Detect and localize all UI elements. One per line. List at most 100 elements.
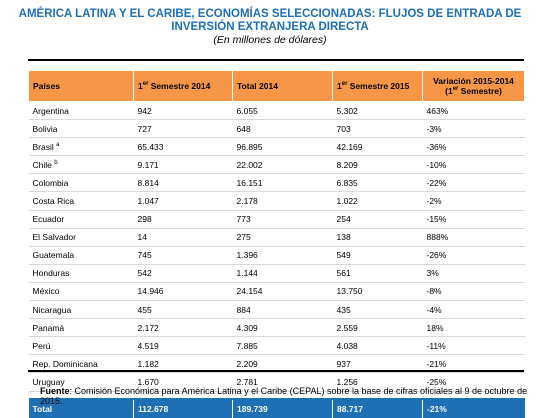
variation-cell: -4% — [422, 300, 525, 320]
first-semester-2015-cell: 6.835 — [332, 173, 423, 193]
country-cell: Panamá — [28, 318, 134, 338]
table-row: El Salvador 14 275 138 888% — [28, 228, 525, 247]
country-cell: Honduras — [28, 264, 134, 283]
total-2014-cell: 22.002 — [232, 155, 333, 175]
header-countries: Países — [28, 70, 134, 102]
first-semester-2014-cell: 4.519 — [133, 336, 233, 356]
total-2014-cell: 1.144 — [232, 264, 333, 283]
country-cell: El Salvador — [28, 228, 134, 247]
first-semester-2015-cell: 2.559 — [332, 318, 423, 338]
variation-cell: 18% — [422, 318, 525, 338]
total-2014-cell: 2.209 — [232, 354, 333, 374]
total-2014-cell: 2.781 — [232, 372, 333, 392]
first-semester-2015-cell: 254 — [332, 210, 423, 229]
total-2014-cell: 24.154 — [232, 282, 333, 302]
country-cell: Guatemala — [28, 246, 134, 265]
total-2014-cell: 16.151 — [232, 173, 333, 193]
first-semester-2015-cell: 13.750 — [332, 282, 423, 302]
total-2014-cell: 884 — [232, 300, 333, 320]
first-semester-2015-cell: 561 — [332, 264, 423, 283]
first-semester-2015-cell: 5.302 — [332, 101, 423, 121]
table-row: Argentina 942 6.055 5.302 463% — [28, 101, 525, 121]
total-2014-cell: 275 — [232, 228, 333, 247]
table-row: Bolivia 727 648 703 -3% — [28, 119, 525, 139]
variation-cell: -25% — [422, 372, 525, 392]
source-label: Fuente — [40, 386, 70, 396]
country-cell: Argentina — [28, 101, 134, 121]
first-semester-2014-cell: 298 — [133, 210, 233, 229]
variation-cell: -2% — [422, 191, 525, 211]
fdi-table: Países 1er Semestre 2014 Total 2014 1er … — [28, 70, 525, 418]
table-row: Honduras 542 1.144 561 3% — [28, 264, 525, 283]
country-cell: Brasil a — [28, 137, 134, 157]
footnote-marker: a — [56, 141, 60, 148]
top-rule — [28, 59, 524, 61]
first-semester-2014-cell: 542 — [133, 264, 233, 283]
first-semester-2014-cell: 14.946 — [133, 282, 233, 302]
first-semester-2014-cell: 1.670 — [133, 372, 233, 392]
variation-cell: 463% — [422, 101, 525, 121]
first-semester-2015-cell: 8.209 — [332, 155, 423, 175]
country-cell: Costa Rica — [28, 191, 134, 211]
total-2014-cell: 648 — [232, 119, 333, 139]
header-first-semester-2014: 1er Semestre 2014 — [133, 70, 233, 102]
total-2014-cell: 4.309 — [232, 318, 333, 338]
title-line-1: AMÉRICA LATINA Y EL CARIBE, ECONOMÍAS SE… — [18, 8, 522, 20]
table-row: Rep. Dominicana 1.182 2.209 937 -21% — [28, 354, 525, 374]
table-row: Perú 4.519 7.885 4.038 -11% — [28, 336, 525, 356]
country-cell: Rep. Dominicana — [28, 354, 134, 374]
first-semester-2014-cell: 8.814 — [133, 173, 233, 193]
footnote-marker: b — [54, 159, 58, 166]
title-line-2: INVERSIÓN EXTRANJERA DIRECTA — [171, 21, 369, 33]
first-semester-2014-cell: 942 — [133, 101, 233, 121]
table-row: Uruguay 1.670 2.781 1.256 -25% — [28, 372, 525, 392]
table-row: Guatemala 745 1.396 549 -26% — [28, 246, 525, 265]
table-header: Países 1er Semestre 2014 Total 2014 1er … — [28, 70, 525, 102]
variation-cell: -21% — [422, 354, 525, 374]
document-title: AMÉRICA LATINA Y EL CARIBE, ECONOMÍAS SE… — [0, 8, 540, 34]
first-semester-2015-cell: 703 — [332, 119, 423, 139]
total-2014-cell: 1.396 — [232, 246, 333, 265]
total-2014-cell: 7.885 — [232, 336, 333, 356]
source-text: : Comisión Económica para América Latina… — [40, 386, 528, 406]
total-2014-cell: 2.178 — [232, 191, 333, 211]
first-semester-2015-cell: 435 — [332, 300, 423, 320]
table-body: Argentina 942 6.055 5.302 463% Bolivia 727 648 7… — [28, 101, 525, 392]
country-cell: México — [28, 282, 134, 302]
first-semester-2015-cell: 549 — [332, 246, 423, 265]
table-row: Chile b 9.171 22.002 8.209 -10% — [28, 155, 525, 175]
header-total-2014: Total 2014 — [232, 70, 333, 102]
first-semester-2014-cell: 14 — [133, 228, 233, 247]
first-semester-2015-cell: 937 — [332, 354, 423, 374]
table-row: Colombia 8.814 16.151 6.835 -22% — [28, 173, 525, 193]
variation-cell: -36% — [422, 137, 525, 157]
table-row: México 14.946 24.154 13.750 -8% — [28, 282, 525, 302]
first-semester-2014-cell: 727 — [133, 119, 233, 139]
variation-cell: 888% — [422, 228, 525, 247]
country-cell: Uruguay — [28, 372, 134, 392]
first-semester-2014-cell: 455 — [133, 300, 233, 320]
first-semester-2014-cell: 65.433 — [133, 137, 233, 157]
country-cell: Ecuador — [28, 210, 134, 229]
first-semester-2014-cell: 1.047 — [133, 191, 233, 211]
table-row: Costa Rica 1.047 2.178 1.022 -2% — [28, 191, 525, 211]
variation-cell: -8% — [422, 282, 525, 302]
first-semester-2014-cell: 1.182 — [133, 354, 233, 374]
total-2014-cell: 773 — [232, 210, 333, 229]
header-variation: Variación 2015-2014 (1er Semestre) — [422, 70, 525, 102]
header-first-semester-2015: 1er Semestre 2015 — [332, 70, 423, 102]
variation-cell: 3% — [422, 264, 525, 283]
variation-cell: -15% — [422, 210, 525, 229]
variation-cell: -10% — [422, 155, 525, 175]
total-2014-cell: 6.055 — [232, 101, 333, 121]
variation-cell: -11% — [422, 336, 525, 356]
source-note: Fuente: Comisión Económica para América … — [40, 386, 540, 406]
country-cell: Bolivia — [28, 119, 134, 139]
variation-cell: -26% — [422, 246, 525, 265]
first-semester-2015-cell: 42.169 — [332, 137, 423, 157]
table-row: Brasil a 65.433 96.895 42.169 -36% — [28, 137, 525, 157]
country-cell: Nicaragua — [28, 300, 134, 320]
first-semester-2015-cell: 1.256 — [332, 372, 423, 392]
country-cell: Perú — [28, 336, 134, 356]
table-row: Nicaragua 455 884 435 -4% — [28, 300, 525, 320]
